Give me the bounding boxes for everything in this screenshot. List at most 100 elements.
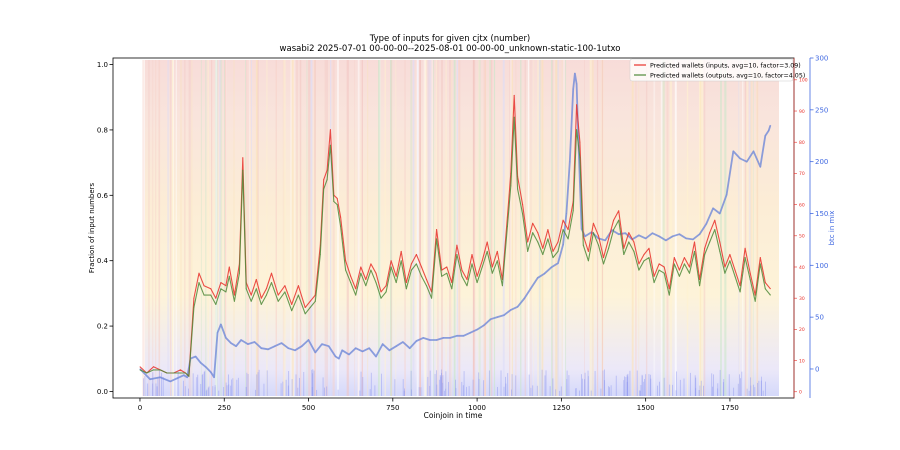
inputs-point: [638, 263, 640, 265]
outputs-point: [284, 291, 286, 293]
btc-point: [581, 228, 583, 230]
x-tick-label: 250: [218, 404, 231, 412]
outputs-point: [466, 285, 468, 287]
outputs-point: [350, 282, 352, 284]
btc-point: [159, 376, 161, 378]
outputs-point: [304, 313, 306, 315]
outputs-point: [754, 300, 756, 302]
btc-point: [442, 337, 444, 339]
btc-point: [768, 130, 770, 132]
inputs-point: [769, 288, 771, 290]
inputs-point: [326, 169, 328, 171]
outputs-point: [542, 254, 544, 255]
outputs-point: [385, 291, 387, 293]
inputs-point: [476, 275, 478, 277]
inputs-point: [764, 282, 766, 284]
inputs-point: [336, 197, 338, 199]
btc-point: [624, 232, 626, 234]
inputs-point: [613, 219, 615, 221]
outputs-point: [336, 204, 338, 206]
inputs-point: [663, 266, 665, 268]
outputs-point: [426, 285, 427, 287]
btc-point: [240, 339, 242, 341]
inputs-point: [233, 294, 235, 296]
inputs-point: [513, 94, 515, 96]
outputs-point: [291, 310, 293, 312]
x-tick-label: 1750: [721, 404, 739, 412]
btc-point: [699, 233, 701, 235]
inputs-point: [309, 300, 311, 302]
outputs-point: [658, 269, 660, 271]
outputs-point: [709, 241, 711, 243]
inputs-point: [370, 263, 372, 265]
inputs-point: [496, 250, 498, 252]
inputs-point: [608, 238, 610, 240]
x-tick-label: 750: [386, 404, 399, 412]
outputs-point: [582, 244, 584, 246]
outputs-point: [603, 263, 604, 265]
outputs-point: [729, 260, 731, 262]
inputs-point: [198, 272, 200, 274]
btc-point: [753, 150, 754, 152]
btc-point: [195, 356, 197, 357]
outputs-point: [220, 288, 222, 290]
inputs-point: [709, 232, 711, 234]
btc-point: [692, 238, 694, 240]
legend-label-inputs: Predicted wallets (inputs, avg=10, facto…: [650, 63, 801, 70]
outputs-point: [260, 303, 262, 305]
inputs-point: [228, 266, 230, 268]
x-tick-label: 500: [302, 404, 315, 412]
y-axis-wallets: 0 10 20 30 40 50 60 70 80 90 100: [793, 58, 808, 398]
btc-point: [618, 233, 620, 235]
inputs-point: [532, 222, 534, 224]
outputs-point: [496, 260, 498, 262]
inputs-point: [365, 279, 367, 280]
inputs-point: [739, 285, 741, 287]
outputs-point: [193, 307, 195, 308]
btc-point: [183, 374, 185, 376]
inputs-point: [486, 241, 488, 243]
outputs-point: [179, 372, 181, 374]
btc-point: [732, 150, 734, 152]
inputs-point: [291, 303, 293, 305]
inputs-point: [643, 254, 645, 255]
btc-point: [205, 366, 207, 368]
btc-point: [456, 335, 458, 337]
inputs-point: [618, 210, 620, 212]
inputs-point: [598, 235, 599, 237]
btc-point: [517, 306, 519, 308]
outputs-point: [769, 294, 771, 296]
outputs-point: [613, 229, 615, 231]
outputs-point: [592, 232, 594, 234]
btc-in-mix-series: [139, 72, 772, 383]
inputs-point: [215, 297, 217, 299]
outputs-point: [678, 275, 680, 277]
inputs-point: [547, 229, 549, 231]
outputs-point: [400, 260, 402, 262]
wallets-tick-label: 0: [799, 390, 802, 396]
x-axis-label: Coinjoin in time: [424, 411, 483, 420]
inputs-point: [714, 219, 716, 221]
outputs-point: [663, 272, 665, 274]
inputs-point: [527, 241, 529, 243]
outputs-point: [153, 369, 154, 371]
inputs-point: [400, 250, 402, 252]
btc-point: [523, 298, 525, 299]
outputs-point: [618, 219, 620, 221]
btc-point: [210, 371, 212, 373]
legend: Predicted wallets (inputs, avg=10, facto…: [629, 58, 805, 82]
outputs-point: [734, 275, 736, 277]
x-tick-label: 1000: [468, 404, 486, 412]
y-tick-label: 0.2: [97, 323, 108, 331]
inputs-point: [139, 366, 141, 368]
btc-point: [348, 354, 350, 355]
btc-point: [402, 341, 404, 343]
outputs-point: [694, 250, 695, 252]
outputs-point: [510, 185, 512, 187]
wallets-tick-label: 30: [799, 296, 805, 302]
outputs-point: [638, 269, 640, 271]
btc-point: [314, 351, 316, 353]
inputs-point: [456, 244, 458, 246]
btc-point: [685, 237, 687, 239]
btc-point: [584, 235, 586, 237]
